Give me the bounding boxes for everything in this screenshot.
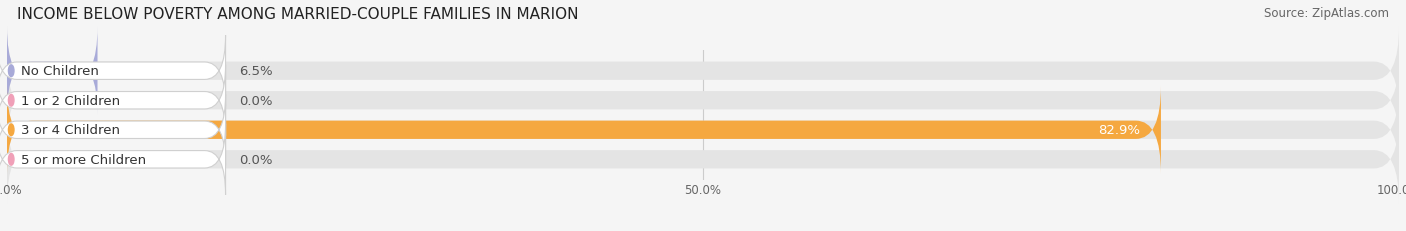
Circle shape (8, 66, 14, 77)
Circle shape (8, 95, 14, 107)
Text: 82.9%: 82.9% (1098, 124, 1140, 137)
FancyBboxPatch shape (0, 65, 225, 136)
Circle shape (8, 154, 14, 165)
Text: 5 or more Children: 5 or more Children (21, 153, 146, 166)
Text: Source: ZipAtlas.com: Source: ZipAtlas.com (1264, 7, 1389, 20)
FancyBboxPatch shape (7, 86, 1161, 174)
FancyBboxPatch shape (7, 27, 1399, 115)
Text: 0.0%: 0.0% (239, 153, 273, 166)
FancyBboxPatch shape (7, 57, 1399, 145)
Circle shape (8, 124, 14, 136)
FancyBboxPatch shape (0, 36, 225, 107)
Text: INCOME BELOW POVERTY AMONG MARRIED-COUPLE FAMILIES IN MARION: INCOME BELOW POVERTY AMONG MARRIED-COUPL… (17, 7, 578, 22)
FancyBboxPatch shape (7, 27, 97, 115)
FancyBboxPatch shape (0, 124, 225, 195)
Text: 0.0%: 0.0% (239, 94, 273, 107)
Text: 1 or 2 Children: 1 or 2 Children (21, 94, 120, 107)
Text: 6.5%: 6.5% (239, 65, 273, 78)
FancyBboxPatch shape (0, 95, 225, 166)
Text: 3 or 4 Children: 3 or 4 Children (21, 124, 120, 137)
Text: No Children: No Children (21, 65, 98, 78)
FancyBboxPatch shape (7, 86, 1399, 174)
FancyBboxPatch shape (7, 116, 1399, 204)
